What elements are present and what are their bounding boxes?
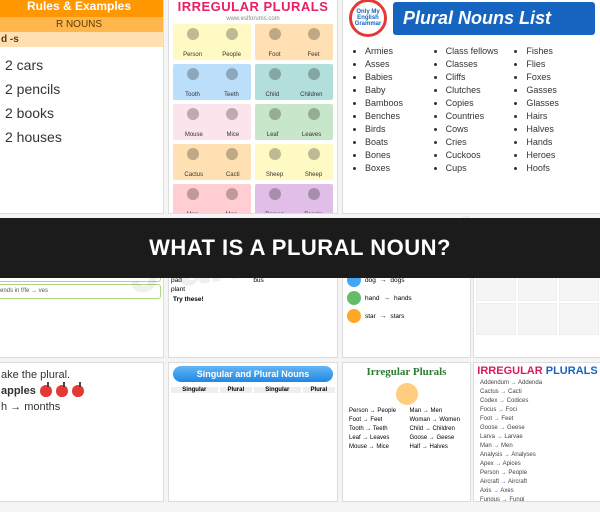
card3-item: Copies (446, 97, 513, 110)
card1-header: Rules & Examples (0, 0, 163, 17)
card3-item: Classes (446, 58, 513, 71)
card11-title: IRREGULAR PLURALS (474, 363, 600, 379)
card3-item: Glasses (526, 97, 593, 110)
card3-item: Flies (526, 58, 593, 71)
card3-item: Countries (446, 110, 513, 123)
card2-cell: PersonPeople (255, 184, 333, 214)
card3-item: Babies (365, 71, 432, 84)
card1-rule: d -s (0, 32, 163, 47)
card3-item: Boxes (365, 162, 432, 175)
card3-item: Cries (446, 136, 513, 149)
card3-item: Baby (365, 84, 432, 97)
card2-cell: SheepSheep (255, 144, 333, 180)
card2-cell: ChildChildren (255, 64, 333, 100)
card-irregular-plurals-poster: IRREGULAR PLURALS www.eslforums.com Pers… (168, 0, 338, 214)
card1-item: 2 houses (5, 125, 153, 149)
card3-item: Asses (365, 58, 432, 71)
card-make-plural: ake the plural. apples h → months (0, 362, 164, 502)
card3-item: Cows (446, 123, 513, 136)
card3-item: Class fellows (446, 45, 513, 58)
card3-item: Birds (365, 123, 432, 136)
card1-item: 2 cars (5, 53, 153, 77)
card3-badge: Only My English Grammar (349, 0, 387, 37)
card-plural-nouns-list: Only My English Grammar Plural Nouns Lis… (342, 0, 600, 214)
apple-icon (40, 385, 52, 397)
row3-right-pair: Irregular Plurals Person → PeopleFoot → … (342, 362, 600, 502)
card3-item: Bones (365, 149, 432, 162)
card2-cell: FootFeet (255, 24, 333, 60)
card2-cell: PersonPeople (173, 24, 251, 60)
card3-item: Fishes (526, 45, 593, 58)
title-overlay: WHAT IS A PLURAL NOUN? (0, 218, 600, 278)
card2-title: IRREGULAR PLURALS (169, 0, 337, 16)
card3-item: Benches (365, 110, 432, 123)
card1-item: 2 books (5, 101, 153, 125)
card2-cell: ManMen (173, 184, 251, 214)
card-singular-plural-table: Singular and Plural Nouns SingularPlural… (168, 362, 338, 502)
card3-item: Clutches (446, 84, 513, 97)
card3-item: Cups (446, 162, 513, 175)
card3-item: Hoofs (526, 162, 593, 175)
card2-cell: ToothTeeth (173, 64, 251, 100)
card3-item: Cuckoos (446, 149, 513, 162)
card2-cell: LeafLeaves (255, 104, 333, 140)
card3-item: Foxes (526, 71, 593, 84)
card1-item: 2 pencils (5, 77, 153, 101)
card3-item: Cliffs (446, 71, 513, 84)
card-rules-examples: Rules & Examples R NOUNS d -s 2 cars2 pe… (0, 0, 164, 214)
card3-item: Hands (526, 136, 593, 149)
card2-cell: MouseMice (173, 104, 251, 140)
person-icon (396, 383, 418, 405)
card3-item: Halves (526, 123, 593, 136)
card3-item: Armies (365, 45, 432, 58)
card1-sub: R NOUNS (0, 17, 163, 32)
card3-item: Boats (365, 136, 432, 149)
card3-item: Hairs (526, 110, 593, 123)
card3-item: Gasses (526, 84, 593, 97)
card3-item: Bamboos (365, 97, 432, 110)
card3-title: Plural Nouns List (393, 2, 595, 35)
card3-item: Heroes (526, 149, 593, 162)
card2-cell: CactusCacti (173, 144, 251, 180)
